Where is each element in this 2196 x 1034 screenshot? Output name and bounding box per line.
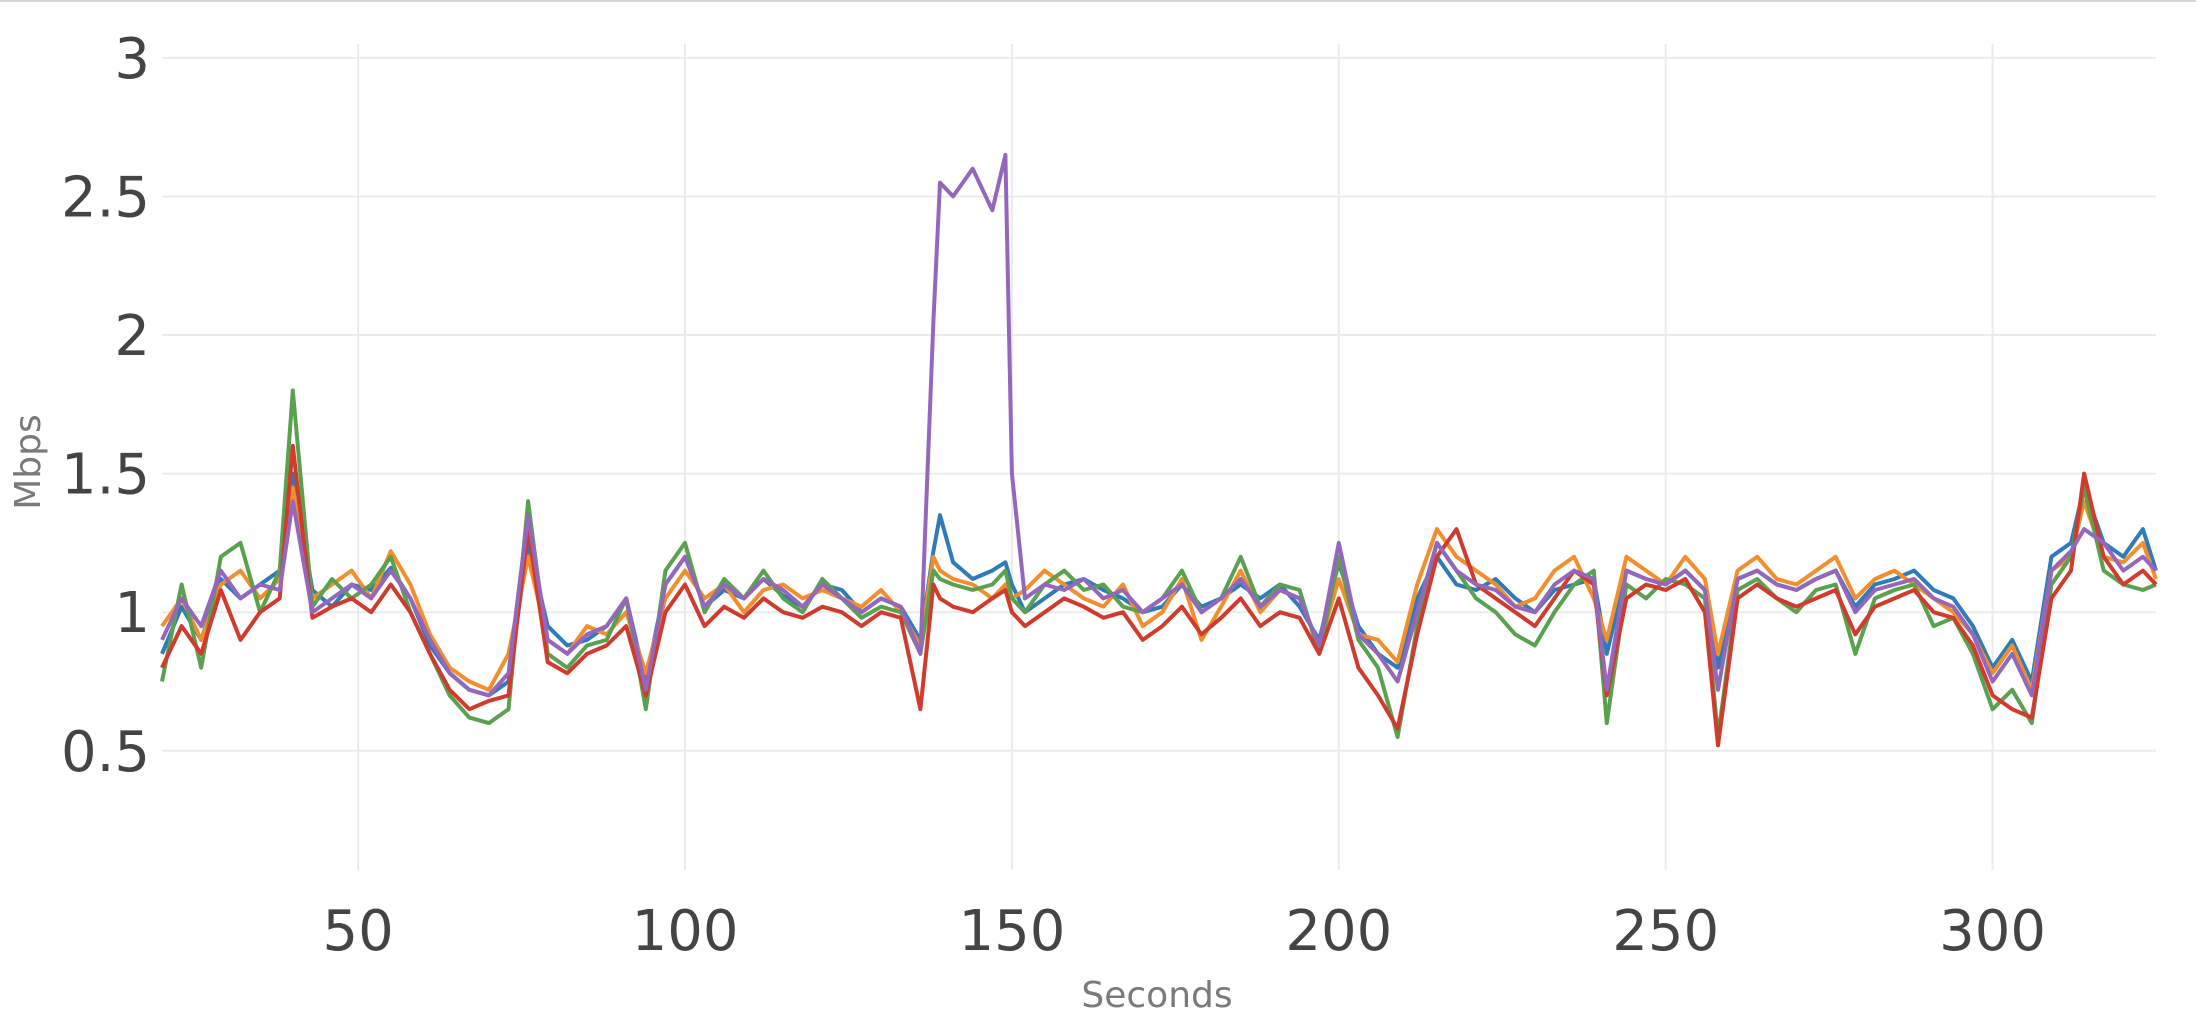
- x-tick-label: 100: [632, 899, 739, 964]
- x-tick-label: 250: [1612, 899, 1719, 964]
- x-tick-label: 300: [1939, 899, 2046, 964]
- x-tick-label: 50: [322, 899, 393, 964]
- y-tick-label: 2.5: [61, 165, 150, 230]
- x-axis-title: Seconds: [1081, 975, 1232, 1016]
- series-lines: [160, 152, 2158, 748]
- x-tick-label: 150: [958, 899, 1065, 964]
- series-line-4: [160, 443, 2158, 748]
- y-axis-tick-labels: 0.5 1 1.5 2 2.5 3: [61, 27, 150, 785]
- series-line-2: [160, 485, 2158, 692]
- y-tick-label: 2: [114, 304, 150, 369]
- x-tick-label: 200: [1285, 899, 1392, 964]
- grid-lines: [162, 44, 2156, 870]
- series-line-1: [160, 471, 2158, 698]
- y-tick-label: 1: [114, 581, 150, 646]
- series-line-5: [160, 152, 2158, 698]
- x-axis-tick-labels: 50 100 150 200 250 300: [322, 899, 2046, 964]
- y-tick-label: 3: [114, 27, 150, 92]
- top-border: [0, 0, 2196, 2]
- y-tick-label: 1.5: [61, 443, 150, 508]
- y-axis-title: Mbps: [8, 414, 49, 510]
- y-tick-label: 0.5: [61, 720, 150, 785]
